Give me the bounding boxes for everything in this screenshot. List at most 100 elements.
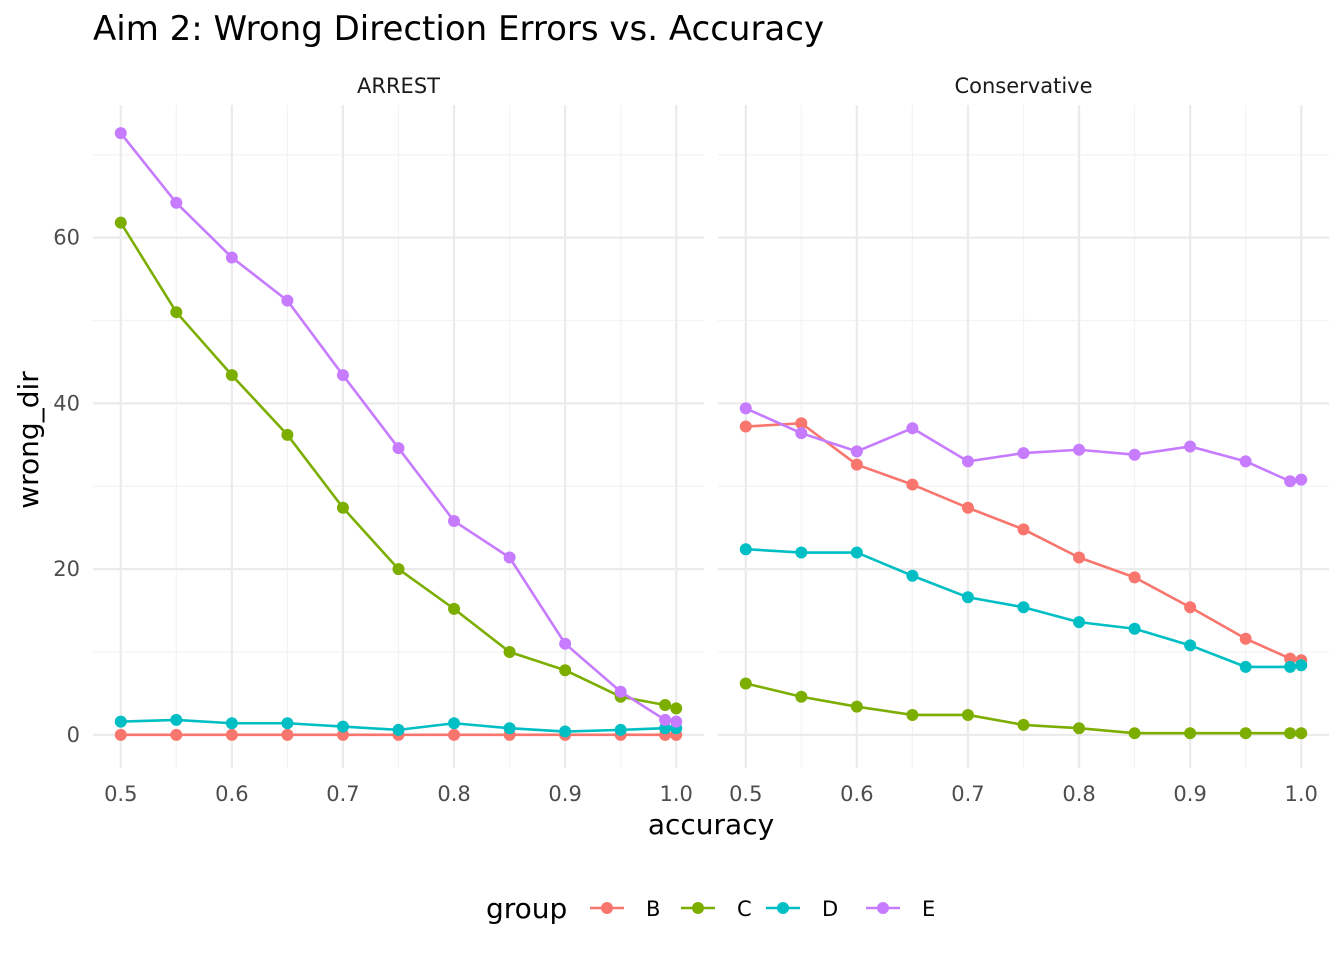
data-point xyxy=(1184,440,1197,453)
series-B xyxy=(739,417,1308,667)
data-point xyxy=(739,420,752,433)
data-point xyxy=(281,294,294,307)
data-point xyxy=(336,728,349,741)
data-point xyxy=(114,715,127,728)
data-point xyxy=(559,664,572,677)
legend-label: E xyxy=(922,897,935,921)
data-point xyxy=(850,700,863,713)
data-point xyxy=(336,720,349,733)
data-point xyxy=(503,722,516,735)
data-point xyxy=(670,702,683,715)
data-point xyxy=(961,591,974,604)
legend-title: group xyxy=(486,892,567,925)
data-point xyxy=(170,713,183,726)
data-point xyxy=(795,690,808,703)
legend-key-point xyxy=(692,902,704,914)
data-point xyxy=(503,645,516,658)
data-point xyxy=(1295,473,1308,486)
data-point xyxy=(336,369,349,382)
data-point xyxy=(670,715,683,728)
y-tick-label: 0 xyxy=(67,723,80,747)
data-point xyxy=(739,677,752,690)
series-C xyxy=(739,677,1308,740)
gridlines xyxy=(718,105,1329,768)
x-tick-label: 0.6 xyxy=(840,782,873,806)
series-D xyxy=(114,713,683,738)
data-point xyxy=(170,196,183,209)
y-axis-title: wrong_dir xyxy=(12,371,45,509)
series-E xyxy=(739,402,1308,488)
data-point xyxy=(739,543,752,556)
data-point xyxy=(1073,616,1086,629)
data-point xyxy=(1073,722,1086,735)
data-point xyxy=(614,685,627,698)
legend-item-D: D xyxy=(766,897,838,921)
panel-arrest: ARREST 0.5 0.6 0.7 0.8 0.9 1.0 0 20 40 60 xyxy=(53,74,704,806)
data-point xyxy=(850,445,863,458)
data-point xyxy=(659,722,672,735)
legend-key-point xyxy=(777,902,789,914)
series-line xyxy=(119,132,677,723)
series-line xyxy=(119,221,677,710)
series-line xyxy=(745,547,1302,669)
data-point xyxy=(1073,443,1086,456)
x-tick-label: 1.0 xyxy=(660,782,693,806)
legend-label: C xyxy=(737,897,752,921)
data-point xyxy=(1239,660,1252,673)
data-point xyxy=(170,306,183,319)
data-point xyxy=(1184,639,1197,652)
x-tick-label: 0.5 xyxy=(104,782,137,806)
data-point xyxy=(1295,659,1308,672)
data-point xyxy=(906,422,919,435)
panels: ARREST 0.5 0.6 0.7 0.8 0.9 1.0 0 20 40 60 Conservat… xyxy=(53,74,1329,806)
data-point xyxy=(225,369,238,382)
facet-label: Conservative xyxy=(954,74,1092,98)
data-point xyxy=(225,717,238,730)
facet-label: ARREST xyxy=(357,74,440,98)
legend-label: B xyxy=(646,897,660,921)
data-point xyxy=(559,637,572,650)
legend: group B C D E xyxy=(486,892,935,925)
x-tick-label: 1.0 xyxy=(1285,782,1318,806)
data-point xyxy=(1017,601,1030,614)
data-point xyxy=(1017,718,1030,731)
data-point xyxy=(503,551,516,564)
x-tick-label: 0.8 xyxy=(437,782,470,806)
data-point xyxy=(1284,475,1297,488)
gridlines xyxy=(93,105,704,768)
x-tick-label: 0.7 xyxy=(951,782,984,806)
data-point xyxy=(850,546,863,559)
series-line xyxy=(745,421,1302,662)
data-point xyxy=(392,723,405,736)
x-tick-label: 0.7 xyxy=(326,782,359,806)
data-point xyxy=(795,546,808,559)
x-tick-label: 0.6 xyxy=(215,782,248,806)
data-point xyxy=(448,602,461,615)
x-tick-label: 0.9 xyxy=(548,782,581,806)
data-point xyxy=(659,699,672,712)
legend-item-E: E xyxy=(866,897,935,921)
series-E xyxy=(114,127,683,728)
legend-item-C: C xyxy=(681,897,752,921)
data-point xyxy=(1128,448,1141,461)
data-point xyxy=(1184,727,1197,740)
data-point xyxy=(614,723,627,736)
data-point xyxy=(1017,447,1030,460)
x-tick-label: 0.8 xyxy=(1062,782,1095,806)
data-point xyxy=(1239,455,1252,468)
data-point xyxy=(225,251,238,264)
data-point xyxy=(1128,571,1141,584)
data-point xyxy=(225,728,238,741)
data-point xyxy=(1128,622,1141,635)
data-point xyxy=(392,563,405,576)
data-point xyxy=(1239,632,1252,645)
series-line xyxy=(120,718,677,733)
data-point xyxy=(795,427,808,440)
y-tick-label: 60 xyxy=(53,226,80,250)
data-point xyxy=(739,402,752,415)
x-tick-label: 0.9 xyxy=(1173,782,1206,806)
data-point xyxy=(795,417,808,430)
data-point xyxy=(1184,601,1197,614)
data-point xyxy=(114,216,127,229)
